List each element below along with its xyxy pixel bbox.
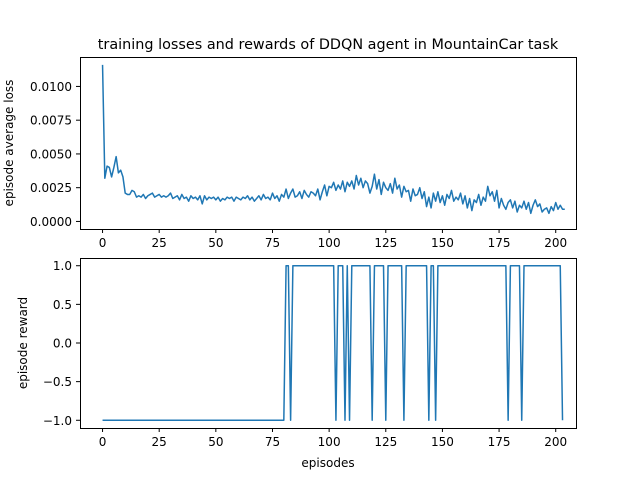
- reward-x-tick-label: 50: [208, 435, 223, 449]
- loss-x-tick-label: 175: [488, 236, 511, 250]
- reward-y-ticks: −1.0 −0.5 0.0 0.5 1.0: [43, 259, 80, 428]
- loss-x-tick-label: 125: [374, 236, 397, 250]
- figure-title: training losses and rewards of DDQN agen…: [98, 37, 559, 53]
- reward-x-tick-label: 25: [152, 435, 167, 449]
- reward-x-tick-label: 200: [544, 435, 567, 449]
- x-axis-label: episodes: [301, 456, 354, 470]
- reward-x-tick-label: 175: [488, 435, 511, 449]
- loss-x-tick-label: 25: [152, 236, 167, 250]
- loss-x-tick-label: 50: [208, 236, 223, 250]
- reward-subplot: 0 25 50 75 100 125 150 175 200 −1.0 −0.5 0.0 0.5 1.0…: [16, 258, 577, 470]
- reward-y-axis-label: episode reward: [16, 297, 30, 389]
- reward-y-tick-label: 1.0: [53, 259, 72, 273]
- reward-x-tick-label: 0: [99, 435, 107, 449]
- loss-y-tick-label: 0.0025: [30, 181, 72, 195]
- loss-x-tick-label: 100: [318, 236, 341, 250]
- reward-line: [102, 264, 564, 422]
- reward-y-tick-label: −0.5: [43, 375, 72, 389]
- loss-x-tick-label: 0: [99, 236, 107, 250]
- reward-x-ticks: 0 25 50 75 100 125 150 175 200: [99, 428, 567, 449]
- reward-y-tick-label: 0.5: [53, 298, 72, 312]
- loss-y-tick-label: 0.0050: [30, 147, 72, 161]
- loss-y-ticks: 0.0000 0.0025 0.0050 0.0075 0.0100: [30, 80, 80, 229]
- loss-y-tick-label: 0.0075: [30, 114, 72, 128]
- loss-x-tick-label: 150: [431, 236, 454, 250]
- reward-x-tick-label: 100: [318, 435, 341, 449]
- loss-subplot: 0 25 50 75 100 125 150 175 200 0.0000 0.0025 0.005…: [2, 57, 577, 250]
- loss-x-tick-label: 75: [265, 236, 280, 250]
- reward-x-tick-label: 150: [431, 435, 454, 449]
- loss-line: [101, 64, 565, 215]
- loss-x-ticks: 0 25 50 75 100 125 150 175 200: [99, 229, 567, 250]
- loss-y-tick-label: 0.0100: [30, 80, 72, 94]
- reward-y-tick-label: −1.0: [43, 414, 72, 428]
- reward-y-tick-label: 0.0: [53, 337, 72, 351]
- loss-x-tick-label: 200: [544, 236, 567, 250]
- reward-axes-frame: [80, 258, 577, 429]
- loss-y-tick-label: 0.0000: [30, 215, 72, 229]
- loss-axes-frame: [80, 57, 577, 230]
- reward-x-tick-label: 125: [374, 435, 397, 449]
- reward-x-tick-label: 75: [265, 435, 280, 449]
- loss-y-axis-label: episode average loss: [2, 80, 16, 207]
